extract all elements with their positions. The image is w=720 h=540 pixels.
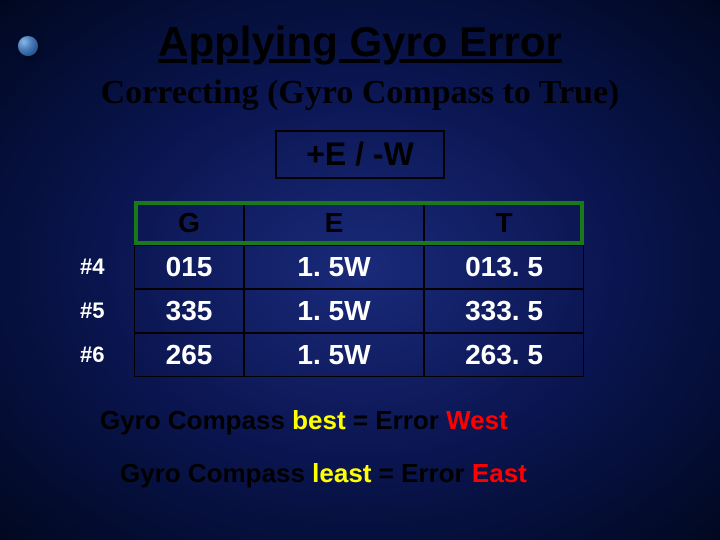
mnemonic-line-1: Gyro Compass best = Error West xyxy=(100,405,720,436)
col-header-e: E xyxy=(244,201,424,245)
cell-g: 265 xyxy=(134,333,244,377)
data-table: G E T #4 015 1. 5W 013. 5 #5 335 1. 5W 3… xyxy=(80,201,720,377)
table-header-row: G E T xyxy=(80,201,720,245)
cell-g: 015 xyxy=(134,245,244,289)
cell-t: 333. 5 xyxy=(424,289,584,333)
mnemonics-block: Gyro Compass best = Error West Gyro Comp… xyxy=(100,405,720,489)
bullet-decoration xyxy=(18,36,38,56)
col-header-g: G xyxy=(134,201,244,245)
cell-t: 013. 5 xyxy=(424,245,584,289)
mnem-text: = Error xyxy=(379,458,472,488)
col-header-t: T xyxy=(424,201,584,245)
row-label: #5 xyxy=(80,298,134,324)
mnemonic-line-2: Gyro Compass least = Error East xyxy=(120,458,720,489)
table-row: #5 335 1. 5W 333. 5 xyxy=(80,289,720,333)
row-label: #6 xyxy=(80,342,134,368)
table-row: #6 265 1. 5W 263. 5 xyxy=(80,333,720,377)
cell-e: 1. 5W xyxy=(244,289,424,333)
cell-g: 335 xyxy=(134,289,244,333)
cell-t: 263. 5 xyxy=(424,333,584,377)
row-label: #4 xyxy=(80,254,134,280)
mnem-highlight: East xyxy=(472,458,527,488)
cell-e: 1. 5W xyxy=(244,333,424,377)
mnem-text: Gyro Compass xyxy=(100,405,292,435)
cell-e: 1. 5W xyxy=(244,245,424,289)
slide-title: Applying Gyro Error xyxy=(0,0,720,66)
table-row: #4 015 1. 5W 013. 5 xyxy=(80,245,720,289)
mnem-text: = Error xyxy=(353,405,446,435)
mnem-highlight: West xyxy=(446,405,508,435)
rule-box: +E / -W xyxy=(275,130,445,179)
mnem-highlight: best xyxy=(292,405,353,435)
mnem-text: Gyro Compass xyxy=(120,458,312,488)
slide-subtitle: Correcting (Gyro Compass to True) xyxy=(0,74,720,112)
mnem-highlight: least xyxy=(312,458,379,488)
